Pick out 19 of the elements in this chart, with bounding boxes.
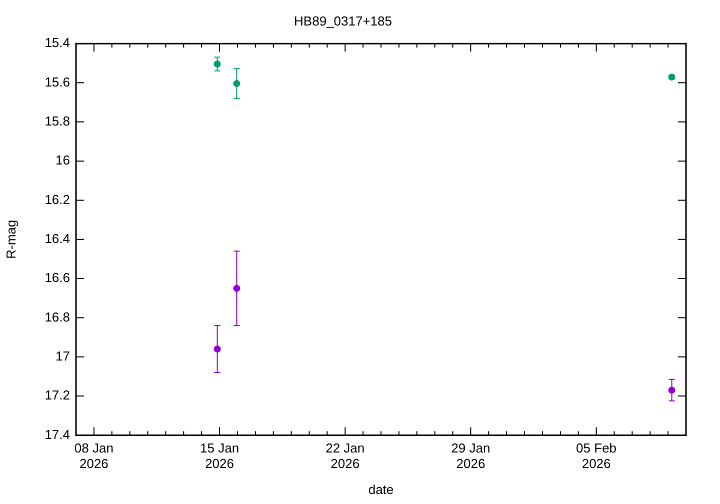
y-tick-label: 16.8	[44, 309, 70, 324]
y-tick-label: 17.2	[44, 388, 70, 403]
x-tick-label: 15 Jan 2026	[200, 440, 240, 472]
y-tick-label: 16.2	[44, 192, 70, 207]
x-tick-label: 05 Feb 2026	[576, 440, 617, 472]
y-tick-label: 16.6	[44, 270, 70, 286]
x-tick-label: 22 Jan 2026	[326, 440, 365, 472]
y-tick-label: 17	[56, 348, 70, 364]
x-tick-label: 29 Jan 2026	[451, 440, 490, 472]
y-tick-label: 15.8	[44, 114, 70, 128]
y-axis-title: R-mag	[3, 220, 18, 259]
y-tick-label: 17.4	[44, 426, 70, 442]
chart-title: HB89_0317+185	[294, 13, 392, 28]
y-tick-label: 15.6	[44, 74, 70, 90]
y-tick-label: 16.4	[44, 230, 70, 246]
x-axis-title: date	[368, 482, 394, 497]
y-tick-label: 16	[56, 152, 70, 168]
y-tick-label: 15.4	[44, 35, 70, 50]
x-tick-label: 08 Jan 2026	[74, 440, 114, 472]
